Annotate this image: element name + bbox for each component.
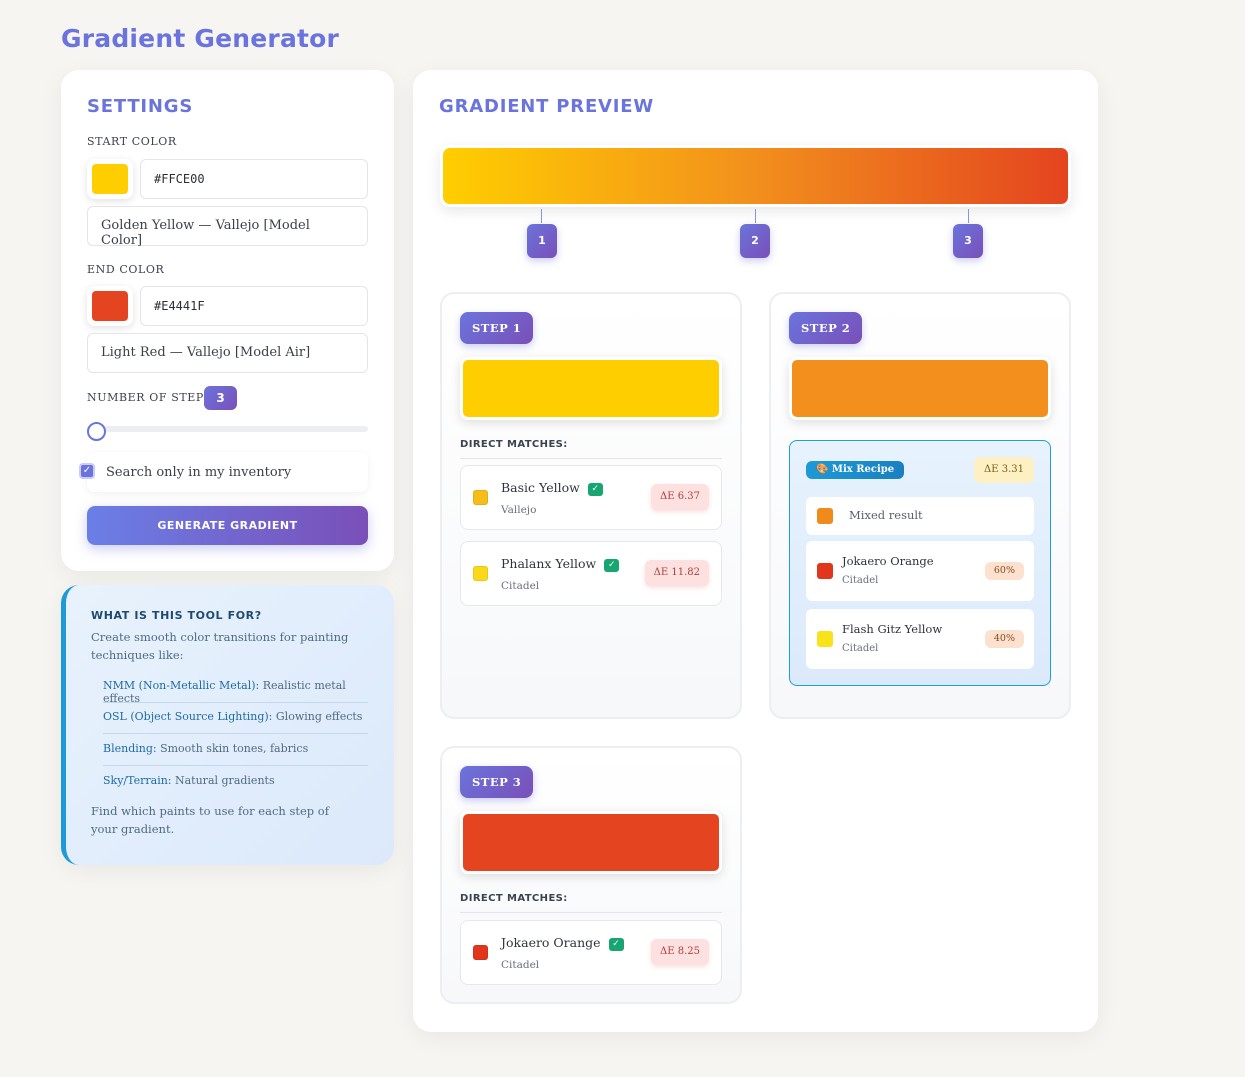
- start-hex-input[interactable]: #FFCE00: [140, 159, 368, 199]
- mix-percentage-badge: 60%: [984, 562, 1024, 580]
- divider: [103, 702, 368, 703]
- mixed-result-label: Mixed result: [849, 508, 923, 522]
- step-color-swatch: [460, 811, 722, 874]
- mix-recipe-badge: 🎨 Mix Recipe: [806, 461, 905, 479]
- paint-color-chip: [473, 945, 488, 960]
- mixed-result-row: Mixed result: [806, 497, 1034, 535]
- paint-brand: Citadel: [501, 959, 540, 971]
- start-paint-name[interactable]: Golden Yellow — Vallejo [Model Color]: [87, 206, 368, 248]
- inventory-checkbox[interactable]: ✓: [79, 463, 95, 479]
- delta-e-badge: ΔE 3.31: [974, 457, 1034, 483]
- delta-e-badge: ΔE 8.25: [651, 939, 709, 965]
- direct-matches-label: DIRECT MATCHES:: [460, 439, 568, 450]
- paint-name: Phalanx Yellow ✓: [501, 556, 620, 572]
- owned-check-icon: ✓: [587, 483, 603, 496]
- paint-brand: Citadel: [842, 643, 879, 654]
- paint-match[interactable]: Jokaero Orange ✓ Citadel ΔE 8.25: [460, 920, 722, 985]
- step-marker-1[interactable]: 1: [527, 224, 557, 258]
- mix-component[interactable]: Jokaero Orange Citadel 60%: [806, 541, 1034, 601]
- step-color-swatch: [460, 357, 722, 420]
- paint-brand: Citadel: [842, 575, 879, 586]
- mix-percentage-badge: 40%: [984, 630, 1024, 648]
- paint-name: Basic Yellow ✓: [501, 480, 603, 496]
- info-item: Blending: Smooth skin tones, fabrics: [103, 742, 309, 755]
- paint-name: Jokaero Orange: [842, 554, 934, 568]
- owned-check-icon: ✓: [608, 938, 624, 951]
- step-marker-2[interactable]: 2: [740, 224, 770, 258]
- marker-line: [541, 209, 542, 223]
- marker-line: [755, 209, 756, 223]
- paint-brand: Citadel: [501, 580, 540, 592]
- step-badge: STEP 1: [460, 312, 534, 344]
- paint-color-chip: [817, 563, 833, 579]
- inventory-label: Search only in my inventory: [106, 465, 292, 480]
- start-color-swatch: [92, 164, 128, 194]
- inventory-toggle-row[interactable]: [87, 452, 368, 492]
- paint-color-chip: [473, 490, 488, 505]
- end-paint-name[interactable]: Light Red — Vallejo [Model Air]: [87, 333, 368, 373]
- paint-color-chip: [473, 566, 488, 581]
- info-panel: WHAT IS THIS TOOL FOR? Create smooth col…: [61, 585, 394, 865]
- end-hex-input[interactable]: #E4441F: [140, 286, 368, 326]
- generate-gradient-button[interactable]: GENERATE GRADIENT: [87, 506, 368, 545]
- info-outro: Find which paints to use for each step o…: [91, 804, 329, 836]
- paint-name: Jokaero Orange ✓: [501, 935, 624, 951]
- info-item: NMM (Non-Metallic Metal): Realistic meta…: [103, 679, 346, 705]
- direct-matches-label: DIRECT MATCHES:: [460, 893, 568, 904]
- preview-title: GRADIENT PREVIEW: [439, 96, 655, 117]
- step-marker-3[interactable]: 3: [953, 224, 983, 258]
- start-color-picker[interactable]: [87, 159, 133, 199]
- info-intro: Create smooth color transitions for pain…: [91, 630, 349, 662]
- end-color-swatch: [92, 291, 128, 321]
- paint-brand: Vallejo: [501, 504, 537, 516]
- delta-e-badge: ΔE 6.37: [651, 484, 709, 510]
- divider: [103, 765, 368, 766]
- steps-value-badge: 3: [204, 386, 237, 410]
- steps-label: NUMBER OF STEPS:: [87, 391, 217, 404]
- mix-recipe-box: 🎨 Mix Recipe ΔE 3.31 Mixed result Jokaer…: [789, 440, 1051, 686]
- step-color-swatch: [789, 357, 1051, 420]
- paint-match[interactable]: Basic Yellow ✓ Vallejo ΔE 6.37: [460, 465, 722, 530]
- divider: [460, 912, 722, 913]
- mix-component[interactable]: Flash Gitz Yellow Citadel 40%: [806, 609, 1034, 669]
- paint-match[interactable]: Phalanx Yellow ✓ Citadel ΔE 11.82: [460, 541, 722, 606]
- end-color-picker[interactable]: [87, 286, 133, 326]
- paint-color-chip: [817, 508, 833, 524]
- page-title: Gradient Generator: [61, 24, 340, 53]
- delta-e-badge: ΔE 11.82: [644, 560, 709, 586]
- info-title: WHAT IS THIS TOOL FOR?: [91, 609, 262, 622]
- settings-title: SETTINGS: [87, 96, 194, 117]
- start-color-label: START COLOR: [87, 135, 177, 148]
- owned-check-icon: ✓: [604, 559, 620, 572]
- step-badge: STEP 2: [789, 312, 863, 344]
- paint-name: Flash Gitz Yellow: [842, 622, 943, 636]
- paint-color-chip: [817, 631, 833, 647]
- step-badge: STEP 3: [460, 766, 534, 798]
- divider: [103, 733, 368, 734]
- marker-line: [968, 209, 969, 223]
- info-item: Sky/Terrain: Natural gradients: [103, 774, 275, 787]
- steps-slider-track[interactable]: [87, 426, 368, 432]
- gradient-bar: [440, 145, 1071, 207]
- steps-slider-thumb[interactable]: [87, 422, 106, 441]
- info-item: OSL (Object Source Lighting): Glowing ef…: [103, 710, 363, 723]
- end-color-label: END COLOR: [87, 263, 165, 276]
- divider: [460, 458, 722, 459]
